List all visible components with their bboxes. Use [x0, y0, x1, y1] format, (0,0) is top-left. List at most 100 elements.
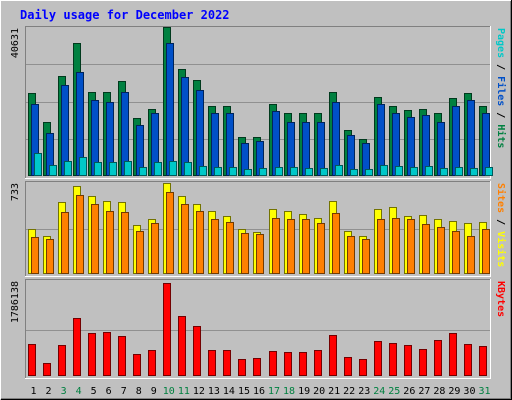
bar-kbytes-day-29: [449, 333, 457, 376]
series-pages: [34, 153, 493, 176]
x-tick-label: 20: [313, 386, 325, 397]
bar-sites-day-10: [166, 192, 174, 274]
x-tick-label: 11: [178, 386, 190, 397]
chart-title: Daily usage for December 2022: [20, 8, 230, 22]
bar-kbytes-day-25: [389, 343, 397, 376]
bar-pages-day-23: [365, 169, 373, 176]
bar-sites-day-19: [302, 219, 310, 274]
bar-sites-day-6: [106, 211, 114, 274]
x-tick-label: 18: [283, 386, 295, 397]
x-tick-label: 1: [31, 386, 37, 397]
bar-kbytes-day-14: [223, 350, 231, 376]
bar-kbytes-day-1: [28, 344, 36, 376]
bar-kbytes-day-5: [88, 333, 96, 376]
bar-sites-day-24: [377, 219, 385, 274]
bar-files-day-10: [166, 43, 174, 176]
bar-pages-day-28: [440, 168, 448, 176]
bar-files-day-17: [272, 111, 280, 176]
bar-files-day-24: [377, 104, 385, 176]
bar-sites-day-11: [181, 204, 189, 274]
bar-kbytes-day-23: [359, 359, 367, 376]
bar-sites-day-31: [482, 229, 490, 274]
bar-sites-day-27: [422, 224, 430, 274]
bar-files-day-11: [181, 77, 189, 176]
bar-pages-day-19: [305, 168, 313, 176]
x-tick-label: 15: [238, 386, 250, 397]
bar-kbytes-day-10: [163, 283, 171, 376]
bar-files-day-26: [407, 117, 415, 176]
legend-part: /: [495, 213, 506, 231]
bar-kbytes-day-16: [253, 358, 261, 376]
x-tick-label: 26: [403, 386, 415, 397]
bar-pages-day-10: [169, 161, 177, 176]
bar-kbytes-day-27: [419, 349, 427, 376]
bar-pages-day-31: [485, 167, 493, 176]
x-tick-label: 8: [136, 386, 142, 397]
series-sites: [31, 192, 490, 274]
bar-kbytes-day-15: [238, 359, 246, 376]
legend-label-kbytes: KBytes: [495, 281, 506, 317]
x-tick-label: 3: [61, 386, 67, 397]
x-tick-label: 31: [478, 386, 490, 397]
bar-sites-day-5: [91, 204, 99, 274]
x-tick-label: 9: [151, 386, 157, 397]
bar-pages-day-21: [335, 165, 343, 176]
x-tick-label: 22: [343, 386, 355, 397]
panel-kbytes: 1786138 KBytes: [10, 279, 506, 379]
bar-kbytes-day-4: [73, 318, 81, 376]
bar-pages-day-9: [154, 162, 162, 176]
bar-sites-day-3: [61, 212, 69, 274]
bar-kbytes-day-12: [193, 326, 201, 376]
bar-kbytes-day-18: [284, 352, 292, 376]
bar-kbytes-day-31: [479, 346, 487, 376]
bar-sites-day-8: [136, 231, 144, 274]
bar-files-day-19: [302, 122, 310, 176]
bar-kbytes-day-24: [374, 341, 382, 376]
series-files: [31, 43, 490, 176]
bar-files-day-21: [332, 102, 340, 176]
bar-files-day-29: [452, 106, 460, 176]
x-tick-label: 14: [223, 386, 235, 397]
bar-kbytes-day-21: [329, 335, 337, 376]
legend-part: Sites: [495, 183, 507, 213]
x-tick-label: 10: [163, 386, 175, 397]
bar-pages-day-14: [229, 167, 237, 176]
bar-pages-day-7: [124, 161, 132, 176]
bar-kbytes-day-9: [148, 350, 156, 376]
bar-pages-day-5: [94, 162, 102, 176]
bar-kbytes-day-19: [299, 352, 307, 376]
x-tick-label: 23: [358, 386, 370, 397]
legend-label-visits: Sites / Visits: [495, 183, 507, 267]
bar-sites-day-22: [347, 236, 355, 274]
bar-sites-day-29: [452, 231, 460, 274]
bar-pages-day-18: [290, 167, 298, 176]
bar-kbytes-day-3: [58, 345, 66, 376]
bar-sites-day-18: [287, 219, 295, 274]
bar-pages-day-1: [34, 153, 42, 176]
x-tick-label: 30: [463, 386, 475, 397]
bar-sites-day-1: [31, 237, 39, 274]
x-tick-label: 4: [76, 386, 82, 397]
legend-part: Files: [495, 76, 507, 106]
bar-files-day-31: [482, 113, 490, 176]
legend-part: /: [495, 58, 506, 76]
bar-sites-day-21: [332, 213, 340, 274]
bar-sites-day-7: [121, 212, 129, 274]
bar-pages-day-16: [259, 168, 267, 176]
bar-sites-day-13: [211, 219, 219, 274]
x-tick-label: 25: [388, 386, 400, 397]
bar-sites-day-4: [76, 195, 84, 274]
bar-pages-day-27: [425, 166, 433, 176]
bar-files-day-12: [196, 90, 204, 176]
x-tick-label: 16: [253, 386, 265, 397]
bar-kbytes-day-22: [344, 357, 352, 376]
legend-part: /: [495, 106, 506, 124]
bar-pages-day-8: [139, 167, 147, 176]
bar-pages-day-6: [109, 162, 117, 176]
x-tick-label: 7: [121, 386, 127, 397]
x-tick-label: 24: [373, 386, 385, 397]
bar-kbytes-day-26: [404, 345, 412, 376]
bar-files-day-13: [211, 113, 219, 176]
bar-files-day-20: [317, 122, 325, 176]
